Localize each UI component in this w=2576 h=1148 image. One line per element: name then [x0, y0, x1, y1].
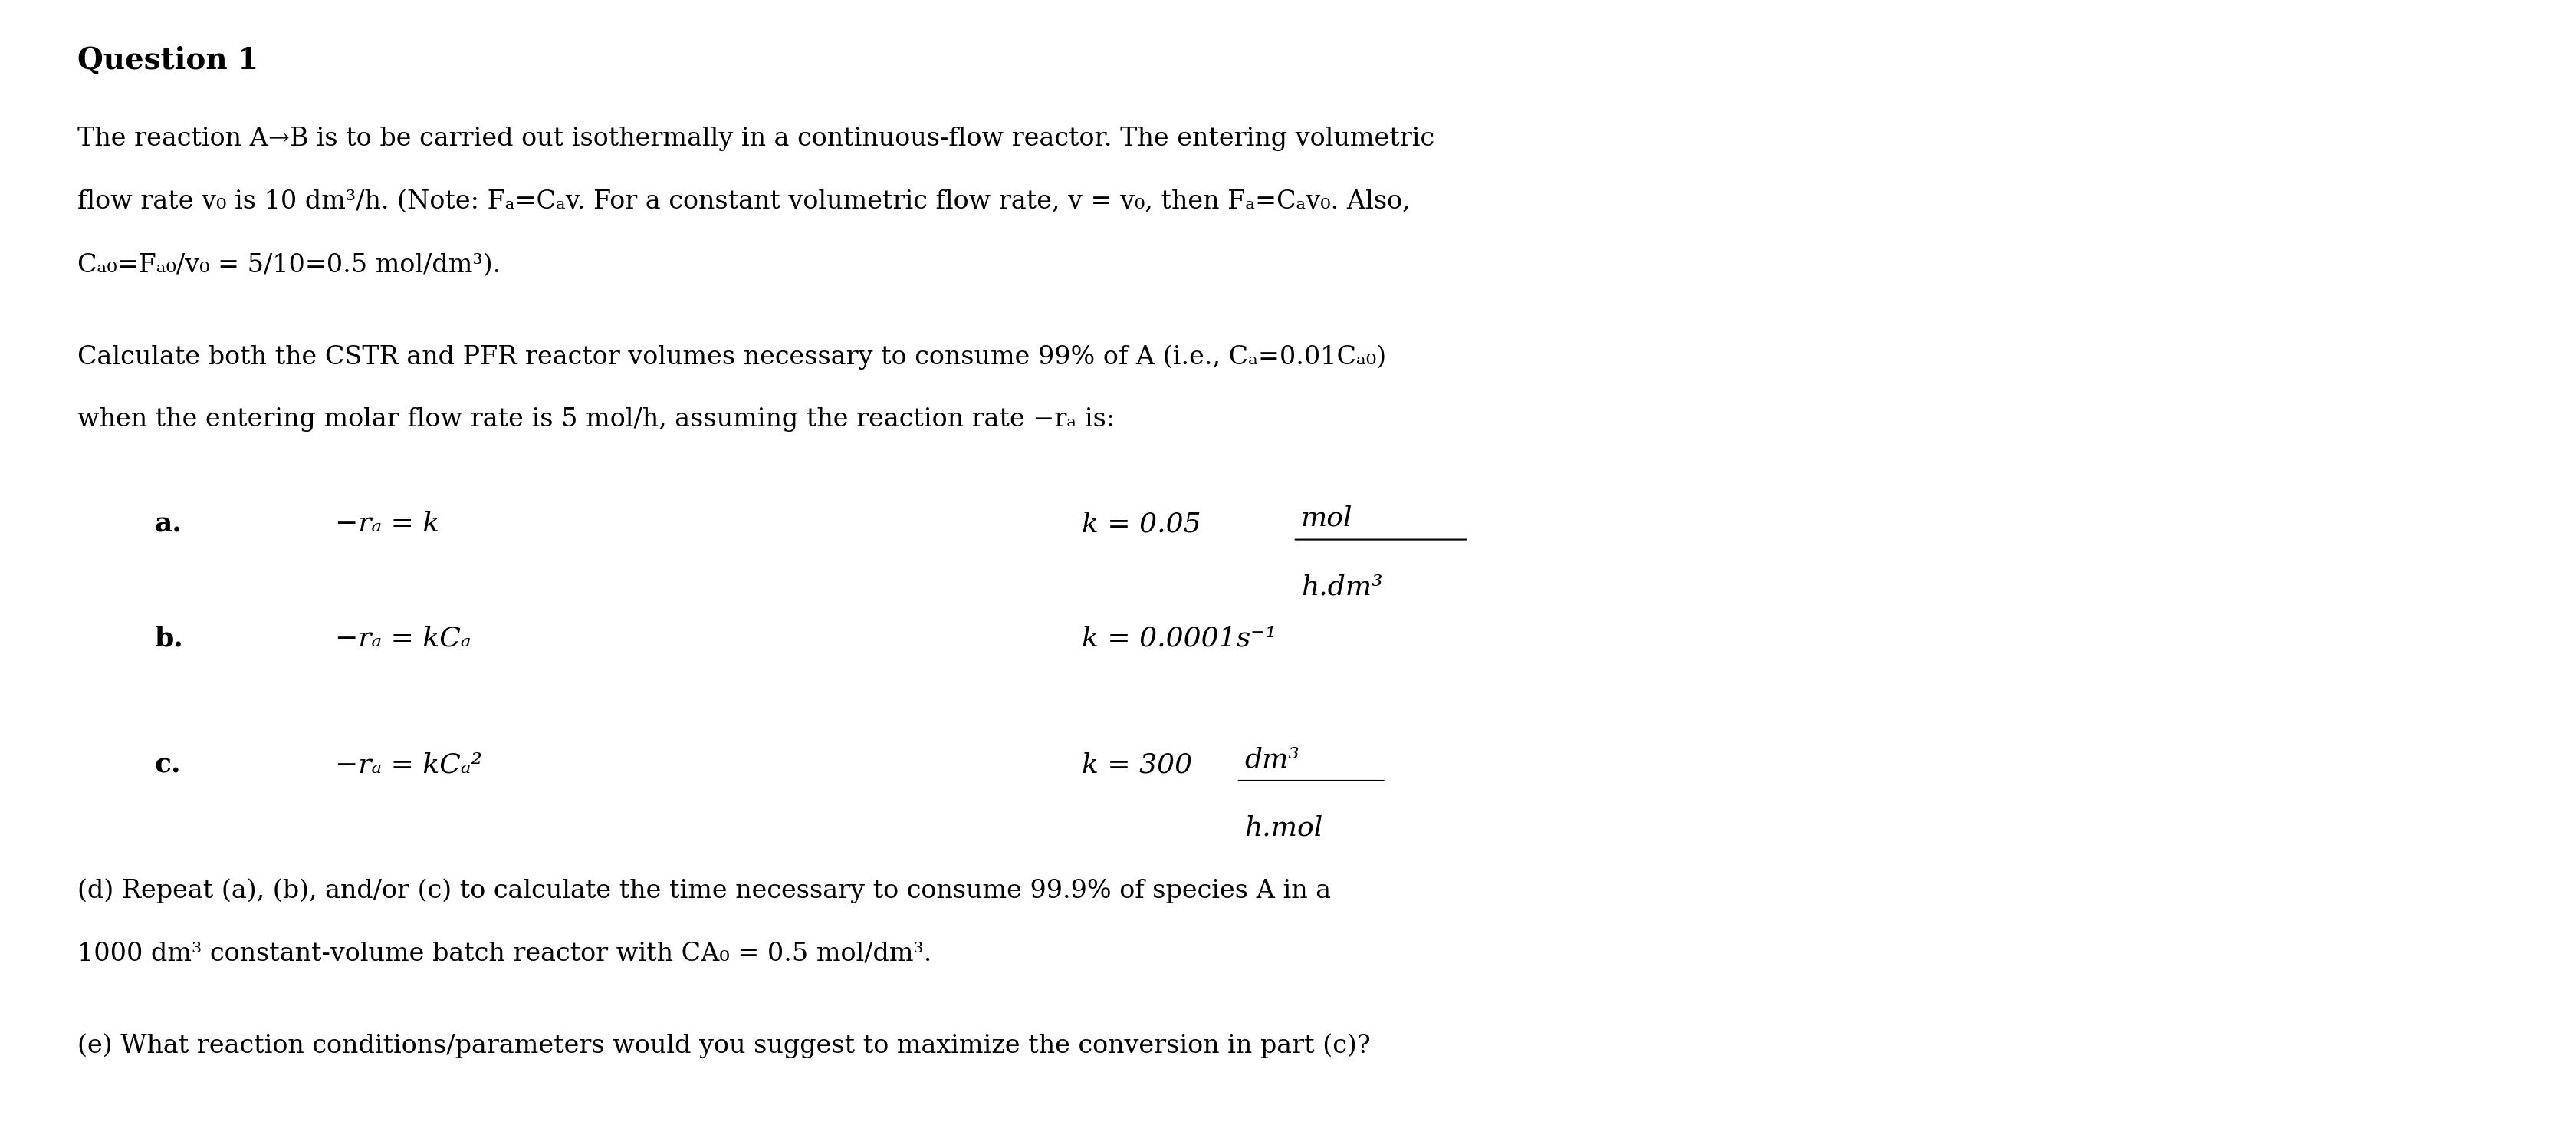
Text: mol: mol	[1301, 505, 1352, 532]
Text: is to be carried out isothermally in a continuous-flow reactor. The entering vol: is to be carried out isothermally in a c…	[309, 126, 1435, 150]
Text: Question 1: Question 1	[77, 46, 258, 75]
Text: −rₐ = k: −rₐ = k	[335, 511, 440, 537]
Text: when the entering molar flow rate is 5 mol/h, assuming the reaction rate −rₐ is:: when the entering molar flow rate is 5 m…	[77, 408, 1115, 432]
Text: dm³: dm³	[1244, 746, 1298, 773]
Text: flow rate v₀ is 10 dm³/h. (​Note: Fₐ=Cₐv. For a constant volumetric flow rate, v: flow rate v₀ is 10 dm³/h. (​Note: Fₐ=Cₐv…	[77, 189, 1409, 214]
Text: c.: c.	[155, 752, 180, 778]
Text: b.: b.	[155, 626, 183, 652]
Text: h.mol: h.mol	[1244, 815, 1321, 841]
Text: a.: a.	[155, 511, 183, 537]
Text: 1000 dm³ constant-volume batch reactor with CA₀ = 0.5 mol/dm³.: 1000 dm³ constant-volume batch reactor w…	[77, 941, 933, 965]
Text: k = 0.0001s⁻¹: k = 0.0001s⁻¹	[1082, 626, 1278, 652]
Text: (d) Repeat (a), (b), and/or (c) to calculate the time necessary to consume 99.9%: (d) Repeat (a), (b), and/or (c) to calcu…	[77, 878, 1332, 903]
Text: Cₐ₀=Fₐ₀/v₀ = 5/10=0.5 mol/dm³).: Cₐ₀=Fₐ₀/v₀ = 5/10=0.5 mol/dm³).	[77, 253, 500, 277]
Text: −rₐ = kCₐ²: −rₐ = kCₐ²	[335, 752, 482, 778]
Text: The reaction A→B: The reaction A→B	[77, 126, 309, 150]
Text: h.dm³: h.dm³	[1301, 574, 1383, 600]
Text: Calculate both the CSTR and PFR reactor volumes necessary to consume 99% of A (i: Calculate both the CSTR and PFR reactor …	[77, 344, 1386, 370]
Text: k = 300: k = 300	[1082, 752, 1193, 778]
Text: k = 0.05: k = 0.05	[1082, 511, 1200, 537]
Text: −rₐ = kCₐ: −rₐ = kCₐ	[335, 626, 471, 652]
Text: (e) What reaction conditions/parameters would you suggest to maximize the conver: (e) What reaction conditions/parameters …	[77, 1033, 1370, 1058]
